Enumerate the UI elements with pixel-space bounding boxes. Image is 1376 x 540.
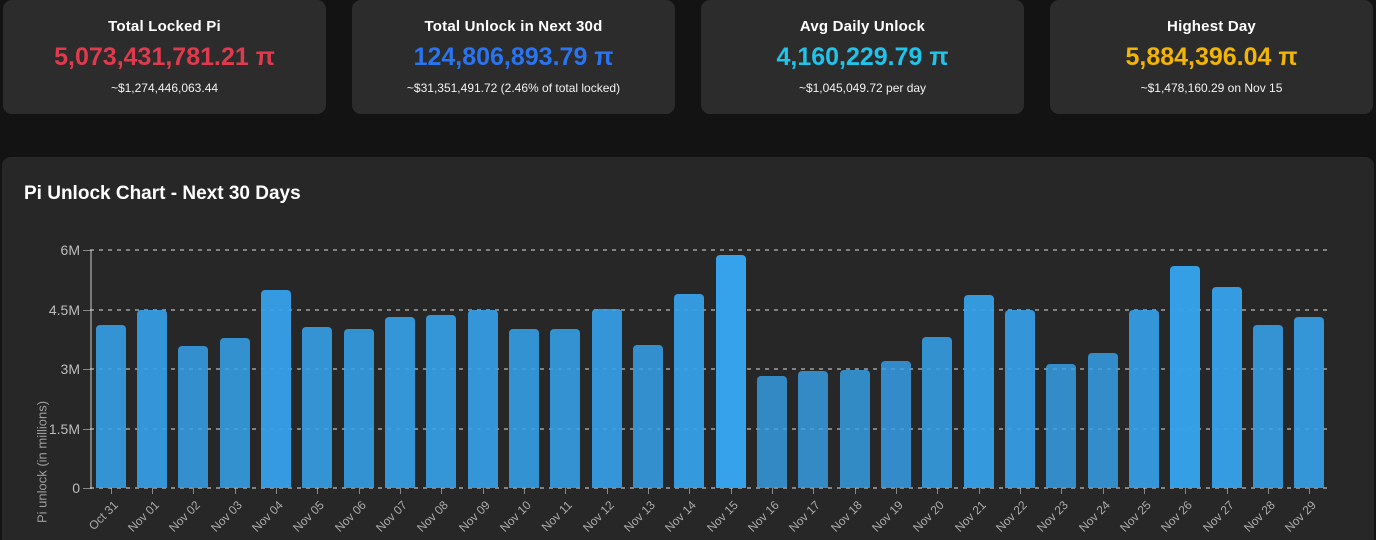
chart-bar-nov-13[interactable]	[633, 345, 663, 488]
x-tick-mark	[689, 488, 691, 494]
chart-bar-nov-06[interactable]	[343, 328, 374, 488]
chart-bar-nov-14[interactable]	[674, 294, 705, 488]
chart-bar-nov-09[interactable]	[467, 309, 498, 488]
chart-bar-nov-07[interactable]	[385, 317, 415, 488]
x-tick-mark	[1102, 488, 1104, 494]
card-title: Total Unlock in Next 30d	[424, 18, 603, 35]
y-tick-label: 0	[72, 480, 80, 496]
y-tick-label: 3M	[60, 361, 80, 377]
x-tick-mark	[276, 488, 277, 494]
x-tick-mark	[978, 488, 980, 494]
chart-bar-nov-08[interactable]	[426, 315, 457, 488]
chart-bar-nov-03[interactable]	[219, 338, 250, 488]
card-title: Total Locked Pi	[108, 18, 221, 35]
chart-bar-nov-12[interactable]	[591, 308, 622, 488]
card-highest-day: Highest Day 5,884,396.04 π ~$1,478,160.2…	[1050, 0, 1373, 114]
x-tick-mark	[854, 488, 856, 494]
chart-bar-nov-11[interactable]	[550, 329, 581, 488]
card-value: 5,073,431,781.21 π	[54, 43, 275, 71]
card-subtext: ~$31,351,491.72 (2.46% of total locked)	[406, 81, 621, 95]
x-tick-mark	[896, 488, 897, 494]
chart-bar-nov-27[interactable]	[1211, 286, 1242, 488]
gridline	[90, 427, 1330, 430]
card-value: 5,884,396.04 π	[1125, 43, 1298, 71]
chart-bar-nov-26[interactable]	[1170, 265, 1201, 488]
stat-cards-row: Total Locked Pi 5,073,431,781.21 π ~$1,2…	[0, 0, 1376, 114]
chart-bar-nov-01[interactable]	[137, 309, 167, 488]
x-tick-mark	[565, 488, 567, 494]
chart-bar-nov-16[interactable]	[757, 375, 787, 488]
x-tick-mark	[813, 488, 815, 494]
card-subtext: ~$1,045,049.72 per day	[798, 81, 927, 95]
card-title: Highest Day	[1167, 18, 1256, 35]
x-tick-mark	[152, 488, 153, 494]
chart-title: Pi Unlock Chart - Next 30 Days	[24, 183, 301, 204]
chart-bar-nov-17[interactable]	[798, 370, 829, 488]
chart-bar-nov-05[interactable]	[302, 326, 333, 488]
chart-bar-nov-04[interactable]	[261, 290, 291, 488]
chart-bar-nov-21[interactable]	[963, 295, 994, 488]
x-tick-mark	[1226, 488, 1228, 494]
chart-bar-nov-18[interactable]	[839, 369, 870, 488]
x-tick-mark	[1061, 488, 1063, 494]
card-value: 4,160,229.79 π	[776, 43, 949, 71]
gridline	[90, 487, 1330, 489]
card-subtext: ~$1,274,446,063.44	[110, 81, 219, 95]
bar-chart-plot-area: 6M 4.5M 3M 1.5M 0 Oct 31 Nov 01 Nov 02 Nov 03 Nov…	[49, 242, 1330, 535]
chart-bar-nov-24[interactable]	[1087, 353, 1118, 488]
x-tick-mark	[648, 488, 649, 494]
x-tick-mark	[234, 488, 236, 494]
chart-bar-nov-28[interactable]	[1253, 325, 1283, 488]
y-axis-line	[90, 250, 92, 489]
chart-bar-nov-25[interactable]	[1129, 309, 1159, 488]
y-tick-mark	[83, 428, 90, 430]
gridline	[90, 368, 1330, 370]
y-tick-mark	[83, 369, 90, 370]
y-tick-mark	[83, 309, 90, 311]
x-tick-mark	[1185, 488, 1187, 494]
x-tick-mark	[730, 488, 732, 494]
x-axis-label: Oct 31	[85, 498, 121, 533]
chart-bar-nov-19[interactable]	[881, 360, 911, 488]
x-tick-mark	[1020, 488, 1021, 494]
card-value: 124,806,893.79 π	[413, 43, 614, 71]
x-tick-mark	[1144, 488, 1145, 494]
y-tick-label: 1.5M	[48, 420, 80, 437]
x-tick-mark	[937, 488, 939, 494]
x-tick-mark	[441, 488, 443, 494]
card-subtext: ~$1,478,160.29 on Nov 15	[1140, 81, 1283, 95]
x-tick-mark	[524, 488, 525, 494]
y-tick-mark	[83, 488, 90, 489]
chart-bar-nov-02[interactable]	[178, 345, 209, 488]
x-tick-mark	[110, 488, 112, 494]
x-tick-mark	[358, 488, 360, 494]
x-tick-mark	[317, 488, 319, 494]
y-axis-title: Pi unlock (in millions)	[34, 400, 50, 524]
y-tick-mark	[83, 250, 90, 251]
x-tick-mark	[1268, 488, 1269, 494]
y-tick-label: 4.5M	[48, 301, 80, 318]
chart-bar-nov-29[interactable]	[1294, 316, 1325, 488]
unlock-chart-panel: Pi Unlock Chart - Next 30 Days Pi unlock…	[2, 157, 1374, 540]
card-total-locked: Total Locked Pi 5,073,431,781.21 π ~$1,2…	[3, 0, 326, 114]
chart-bar-nov-15[interactable]	[715, 254, 746, 488]
card-title: Avg Daily Unlock	[799, 18, 926, 35]
x-tick-mark	[1309, 488, 1311, 494]
x-tick-mark	[606, 488, 608, 494]
x-tick-mark	[400, 488, 401, 494]
x-tick-mark	[772, 488, 773, 494]
y-tick-label: 6M	[60, 242, 80, 258]
gridline	[90, 308, 1330, 311]
chart-bar-oct-31[interactable]	[95, 324, 126, 488]
x-tick-mark	[482, 488, 484, 494]
chart-bar-nov-20[interactable]	[922, 337, 953, 488]
card-avg-daily-unlock: Avg Daily Unlock 4,160,229.79 π ~$1,045,…	[701, 0, 1024, 114]
x-tick-mark	[193, 488, 195, 494]
card-total-unlock-30d: Total Unlock in Next 30d 124,806,893.79 …	[352, 0, 675, 114]
gridline	[90, 249, 1330, 251]
chart-bar-nov-10[interactable]	[509, 328, 539, 488]
chart-bar-nov-22[interactable]	[1005, 309, 1035, 488]
chart-bar-nov-23[interactable]	[1046, 363, 1077, 488]
